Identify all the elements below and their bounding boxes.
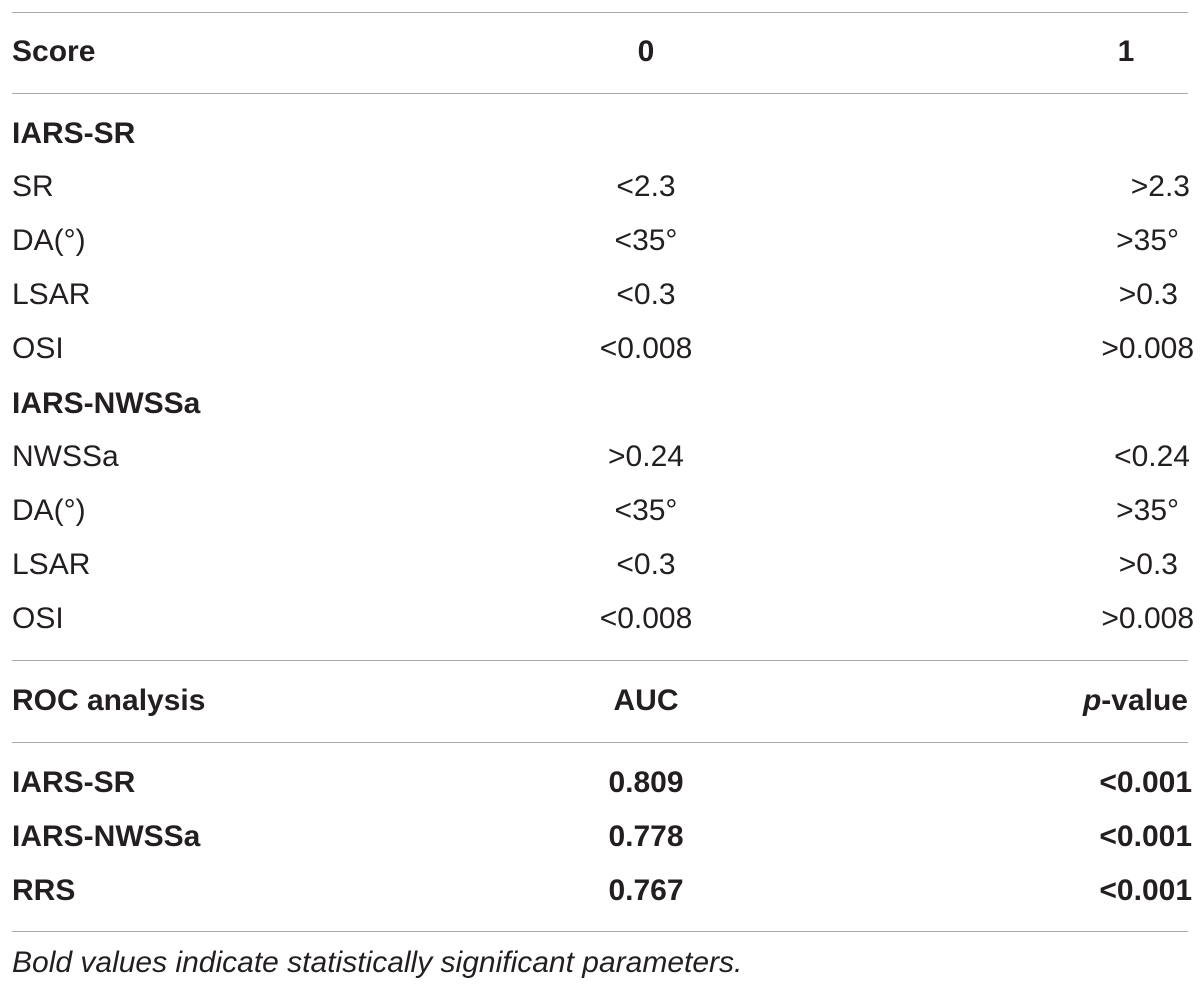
param-cell: DA(°) xyxy=(12,494,86,527)
roc-name-cell: IARS-NWSSa xyxy=(12,820,201,853)
param-cell: LSAR xyxy=(12,278,91,311)
score0-cell: <35° xyxy=(614,494,678,527)
table-row: LSAR <0.3 >0.3 xyxy=(12,275,1188,315)
group-title-text: IARS-SR xyxy=(12,117,136,150)
roc-top-rule xyxy=(12,660,1188,661)
score1-cell: >35° xyxy=(1116,494,1179,527)
table-row: DA(°) <35° >35° xyxy=(12,221,1188,261)
table-row: DA(°) <35° >35° xyxy=(12,491,1188,531)
pvalue-italic-p: p xyxy=(1082,684,1102,717)
score0-cell: >0.24 xyxy=(608,440,684,473)
score1-cell: >0.3 xyxy=(1118,278,1178,311)
header-rule xyxy=(12,93,1188,94)
param-cell: DA(°) xyxy=(12,224,86,257)
param-cell: OSI xyxy=(12,332,64,365)
roc-p-cell: <0.001 xyxy=(1099,820,1192,853)
roc-auc-cell: 0.809 xyxy=(608,766,684,799)
score1-cell: >35° xyxy=(1116,224,1179,257)
group-title-text: IARS-NWSSa xyxy=(12,387,201,420)
score0-cell: <0.3 xyxy=(616,278,676,311)
roc-p-cell: <0.001 xyxy=(1099,766,1192,799)
roc-row: IARS-NWSSa 0.778 <0.001 xyxy=(12,817,1192,857)
score0-cell: <0.008 xyxy=(599,602,693,635)
table-row: LSAR <0.3 >0.3 xyxy=(12,545,1188,585)
roc-header-auc: AUC xyxy=(613,684,679,717)
table-bottom-rule xyxy=(12,931,1188,932)
group-title-iars-nwssa: IARS-NWSSa xyxy=(12,384,1188,424)
score1-cell: >0.3 xyxy=(1118,548,1178,581)
score1-cell: >0.008 xyxy=(1101,332,1194,365)
roc-p-cell: <0.001 xyxy=(1099,874,1192,907)
roc-header-pvalue: p-value xyxy=(1083,681,1188,721)
param-cell: LSAR xyxy=(12,548,91,581)
header-score: Score xyxy=(12,35,96,68)
header-score-1: 1 xyxy=(1117,35,1135,68)
score0-cell: <2.3 xyxy=(616,170,676,203)
roc-header-label: ROC analysis xyxy=(12,684,206,717)
score0-cell: <35° xyxy=(614,224,678,257)
roc-auc-cell: 0.778 xyxy=(608,820,684,853)
roc-auc-cell: 0.767 xyxy=(608,874,684,907)
roc-header-row: ROC analysis AUC p-value xyxy=(12,681,1188,721)
table-row: SR <2.3 >2.3 xyxy=(12,167,1190,207)
roc-name-cell: IARS-SR xyxy=(12,766,136,799)
param-cell: OSI xyxy=(12,602,64,635)
roc-header-rule xyxy=(12,742,1188,743)
score1-cell: >0.008 xyxy=(1101,602,1194,635)
roc-name-cell: RRS xyxy=(12,874,76,907)
roc-row: RRS 0.767 <0.001 xyxy=(12,871,1192,911)
group-title-iars-sr: IARS-SR xyxy=(12,114,1188,154)
table-row: OSI <0.008 >0.008 xyxy=(12,599,1194,639)
param-cell: NWSSa xyxy=(12,440,119,473)
score0-cell: <0.008 xyxy=(599,332,693,365)
score1-cell: <0.24 xyxy=(1114,440,1190,473)
table-top-rule xyxy=(12,12,1188,13)
table-row: OSI <0.008 >0.008 xyxy=(12,329,1194,369)
param-cell: SR xyxy=(12,170,54,203)
table-footnote: Bold values indicate statistically signi… xyxy=(12,946,743,979)
header-score-0: 0 xyxy=(637,35,655,68)
score1-cell: >2.3 xyxy=(1130,170,1190,203)
score0-cell: <0.3 xyxy=(616,548,676,581)
roc-row: IARS-SR 0.809 <0.001 xyxy=(12,763,1192,803)
table-row: NWSSa >0.24 <0.24 xyxy=(12,437,1190,477)
header-row: Score 0 1 xyxy=(12,32,1188,72)
pvalue-rest: -value xyxy=(1101,684,1188,717)
